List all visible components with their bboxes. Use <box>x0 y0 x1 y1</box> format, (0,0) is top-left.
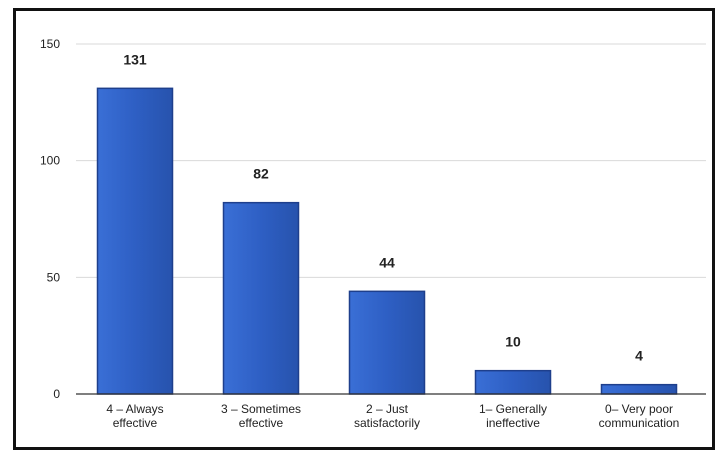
x-tick-label: 4 – Always effective <box>106 402 163 430</box>
data-label: 10 <box>505 334 521 350</box>
data-label: 131 <box>123 51 147 67</box>
bar <box>348 290 426 395</box>
y-tick-label: 150 <box>40 37 60 51</box>
bars <box>96 87 678 395</box>
x-tick-label: 0– Very poor communication <box>599 402 680 430</box>
x-tick-label: 1– Generally ineffective <box>479 402 547 430</box>
bar <box>474 369 552 395</box>
data-label: 82 <box>253 166 269 182</box>
data-label: 4 <box>635 348 643 364</box>
category-labels: 4 – Always effective 3 – Sometimes effectiv… <box>106 402 679 430</box>
grid-lines <box>76 43 706 278</box>
y-axis-ticks: 0 50 100 150 <box>40 37 60 401</box>
y-tick-label: 50 <box>47 270 61 284</box>
data-label: 44 <box>379 254 395 270</box>
bar <box>222 201 300 395</box>
x-tick-label: 3 – Sometimes effective <box>221 402 301 430</box>
x-tick-label: 2 – Just satisfactorily <box>354 402 420 430</box>
chart-frame: 0 50 100 150 131 82 44 10 4 4 – Always effective… <box>13 8 715 450</box>
data-labels: 131 82 44 10 4 <box>123 51 643 363</box>
bar <box>96 87 174 395</box>
y-tick-label: 0 <box>53 387 60 401</box>
y-tick-label: 100 <box>40 154 60 168</box>
bar-chart: 0 50 100 150 131 82 44 10 4 4 – Always effective… <box>40 37 706 430</box>
bar <box>600 383 678 395</box>
